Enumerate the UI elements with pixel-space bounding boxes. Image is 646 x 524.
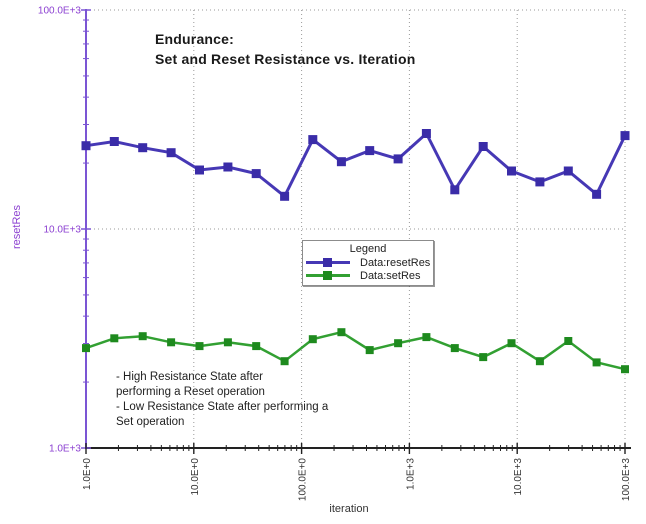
resetres-line xyxy=(85,131,627,199)
y-axis-label: resetRes xyxy=(11,204,23,249)
setres-marker xyxy=(535,357,544,366)
setres-marker xyxy=(621,365,629,374)
resetres-line-swatch xyxy=(306,258,350,267)
resetres-marker xyxy=(166,148,176,158)
resetres-marker xyxy=(620,131,630,141)
legend-item-setres: Data:setRes xyxy=(303,269,433,282)
legend-title: Legend xyxy=(349,243,387,255)
setres-marker xyxy=(564,337,573,345)
setres-marker xyxy=(365,346,374,355)
resetres-marker xyxy=(81,141,91,151)
resetres-marker xyxy=(450,185,460,195)
resetres-marker xyxy=(280,191,290,201)
resetres-marker xyxy=(421,129,431,138)
setres-marker xyxy=(422,333,431,342)
setres-marker xyxy=(507,339,516,348)
y-tick-label: 10.0E+3 xyxy=(43,225,81,236)
resetres-marker xyxy=(109,137,119,146)
resetres-marker xyxy=(563,166,573,176)
legend-item-resetres: Data:resetRes xyxy=(303,256,433,269)
setres-marker xyxy=(450,344,459,353)
setres-marker xyxy=(394,339,403,348)
setres-marker xyxy=(223,338,232,347)
setres-marker xyxy=(337,328,346,337)
setres-marker xyxy=(280,357,289,366)
x-axis-label: iteration xyxy=(329,503,368,515)
setres-marker xyxy=(252,342,261,351)
chart-title: Endurance: Set and Reset Resistance vs. … xyxy=(155,31,416,67)
setres-marker xyxy=(308,335,317,344)
resetres-marker xyxy=(478,142,488,151)
resetres-marker xyxy=(195,165,204,175)
setres-marker xyxy=(479,353,488,362)
setres-line-swatch xyxy=(306,271,350,280)
x-tick-label: 100.0E+3 xyxy=(621,458,632,502)
resetres-marker xyxy=(592,189,602,199)
legend: Legend Data:resetRes Data:setRes xyxy=(302,240,434,286)
setres-marker xyxy=(110,334,119,343)
resetres-marker xyxy=(308,135,318,145)
resetres-marker xyxy=(251,169,261,179)
annotation-text: - High Resistance State after performing… xyxy=(116,371,329,428)
x-tick-label: 10.0E+0 xyxy=(190,458,201,496)
resetres-marker xyxy=(138,143,148,153)
x-tick-label: 100.0E+0 xyxy=(298,458,309,502)
resetres-marker xyxy=(365,146,375,156)
resetres-marker xyxy=(336,157,346,167)
setres-marker xyxy=(138,332,147,341)
x-tick-label: 1.0E+0 xyxy=(82,458,93,490)
plot-area: 1.0E+3 10.0E+3 100.0E+3 1.0E+0 10.0E+0 100.0E… xyxy=(38,6,632,502)
resetres-marker xyxy=(507,166,516,176)
setres-line xyxy=(85,330,626,371)
legend-label-resetres: Data:resetRes xyxy=(360,256,431,269)
setres-marker xyxy=(195,342,204,351)
setres-marker xyxy=(82,344,90,353)
y-tick-label: 1.0E+3 xyxy=(49,444,81,455)
resetres-marker xyxy=(223,162,233,172)
setres-marker xyxy=(167,338,176,347)
legend-label-setres: Data:setRes xyxy=(360,269,421,282)
setres-marker xyxy=(592,358,601,367)
y-tick-label: 100.0E+3 xyxy=(38,6,82,17)
x-tick-label: 10.0E+3 xyxy=(513,458,524,496)
x-tick-label: 1.0E+3 xyxy=(405,458,416,490)
resetres-swatch-marker xyxy=(323,258,332,267)
setres-swatch-marker xyxy=(323,271,332,280)
resetres-marker xyxy=(535,177,545,187)
resetres-marker xyxy=(393,154,403,164)
